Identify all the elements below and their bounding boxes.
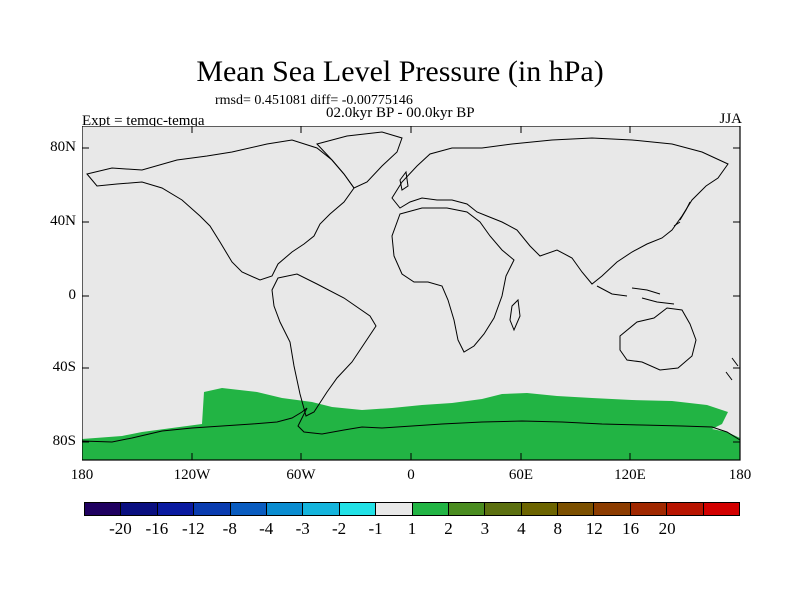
colorbar-box [85, 503, 122, 515]
colorbar-box [339, 503, 377, 515]
lat-label-40s: 40S [52, 359, 76, 375]
lon-label-120e: 120E [614, 467, 646, 483]
lon-label-0: 0 [407, 467, 415, 483]
australia-coastline [619, 307, 697, 371]
colorbar-box [558, 503, 595, 515]
colorbar-box [667, 503, 704, 515]
colorbar [84, 502, 740, 516]
colorbar-box [157, 503, 195, 515]
lon-label-180w: 180 [70, 467, 94, 483]
north-america-coastline [86, 139, 355, 281]
lat-label-40n: 40N [50, 213, 76, 229]
colorbar-box [303, 503, 340, 515]
colorbar-label: -1 [368, 519, 383, 538]
colorbar-label: 4 [517, 519, 526, 538]
colorbar-label: -16 [145, 519, 169, 538]
indonesia-coastline [596, 285, 675, 305]
colorbar-label: 3 [480, 519, 490, 538]
lat-label-0: 0 [68, 287, 77, 303]
eurasia-coastline [391, 137, 729, 285]
colorbar-label: 2 [444, 519, 453, 538]
colorbar-box [485, 503, 522, 515]
lon-label-60w: 60W [286, 467, 316, 483]
colorbar-label: -12 [181, 519, 205, 538]
south-america-coastline [271, 273, 377, 417]
colorbar-box [376, 503, 413, 515]
colorbar-box [121, 503, 158, 515]
lon-label-120w: 120W [173, 467, 211, 483]
colorbar-box [594, 503, 631, 515]
colorbar-label: 1 [407, 519, 417, 538]
world-map [82, 126, 741, 461]
colorbar-label: 16 [622, 519, 640, 538]
colorbar-label: -4 [259, 519, 274, 538]
colorbar-box [230, 503, 267, 515]
lat-label-80s: 80S [52, 433, 76, 449]
japan-coastline [673, 201, 691, 227]
colorbar-box [521, 503, 559, 515]
colorbar-box [194, 503, 231, 515]
lat-label-80n: 80N [50, 139, 76, 155]
colorbar-box [412, 503, 449, 515]
colorbar-label: 8 [553, 519, 563, 538]
anomaly-region-southern-ocean [82, 388, 740, 460]
colorbar-label: 20 [658, 519, 676, 538]
colorbar-box [448, 503, 486, 515]
stats-text: rmsd= 0.451081 diff= -0.00775146 [215, 93, 413, 108]
lon-ticks [191, 126, 631, 460]
lon-label-60e: 60E [508, 467, 534, 483]
british-isles-coastline [399, 170, 409, 191]
season-label: JJA [719, 111, 742, 127]
colorbar-box [266, 503, 304, 515]
lat-ticks [82, 147, 740, 443]
colorbar-label: -20 [109, 519, 132, 538]
experiment-label: Expt = temqc-temqa [82, 113, 205, 129]
map-title: Mean Sea Level Pressure (in hPa) [196, 55, 604, 88]
colorbar-label: -3 [295, 519, 310, 538]
antarctica-coastline [82, 407, 741, 443]
colorbar-label: 12 [585, 519, 603, 538]
colorbar-label: -8 [222, 519, 237, 538]
madagascar-coastline [509, 298, 521, 332]
africa-coastline [391, 207, 515, 353]
greenland-coastline [316, 131, 403, 189]
colorbar-label: -2 [332, 519, 347, 538]
colorbar-box [703, 503, 740, 515]
period-text: 02.0kyr BP - 00.0kyr BP [326, 105, 475, 121]
colorbar-box [630, 503, 668, 515]
new-zealand-coastline [725, 357, 739, 381]
lon-label-180e: 180 [728, 467, 752, 483]
